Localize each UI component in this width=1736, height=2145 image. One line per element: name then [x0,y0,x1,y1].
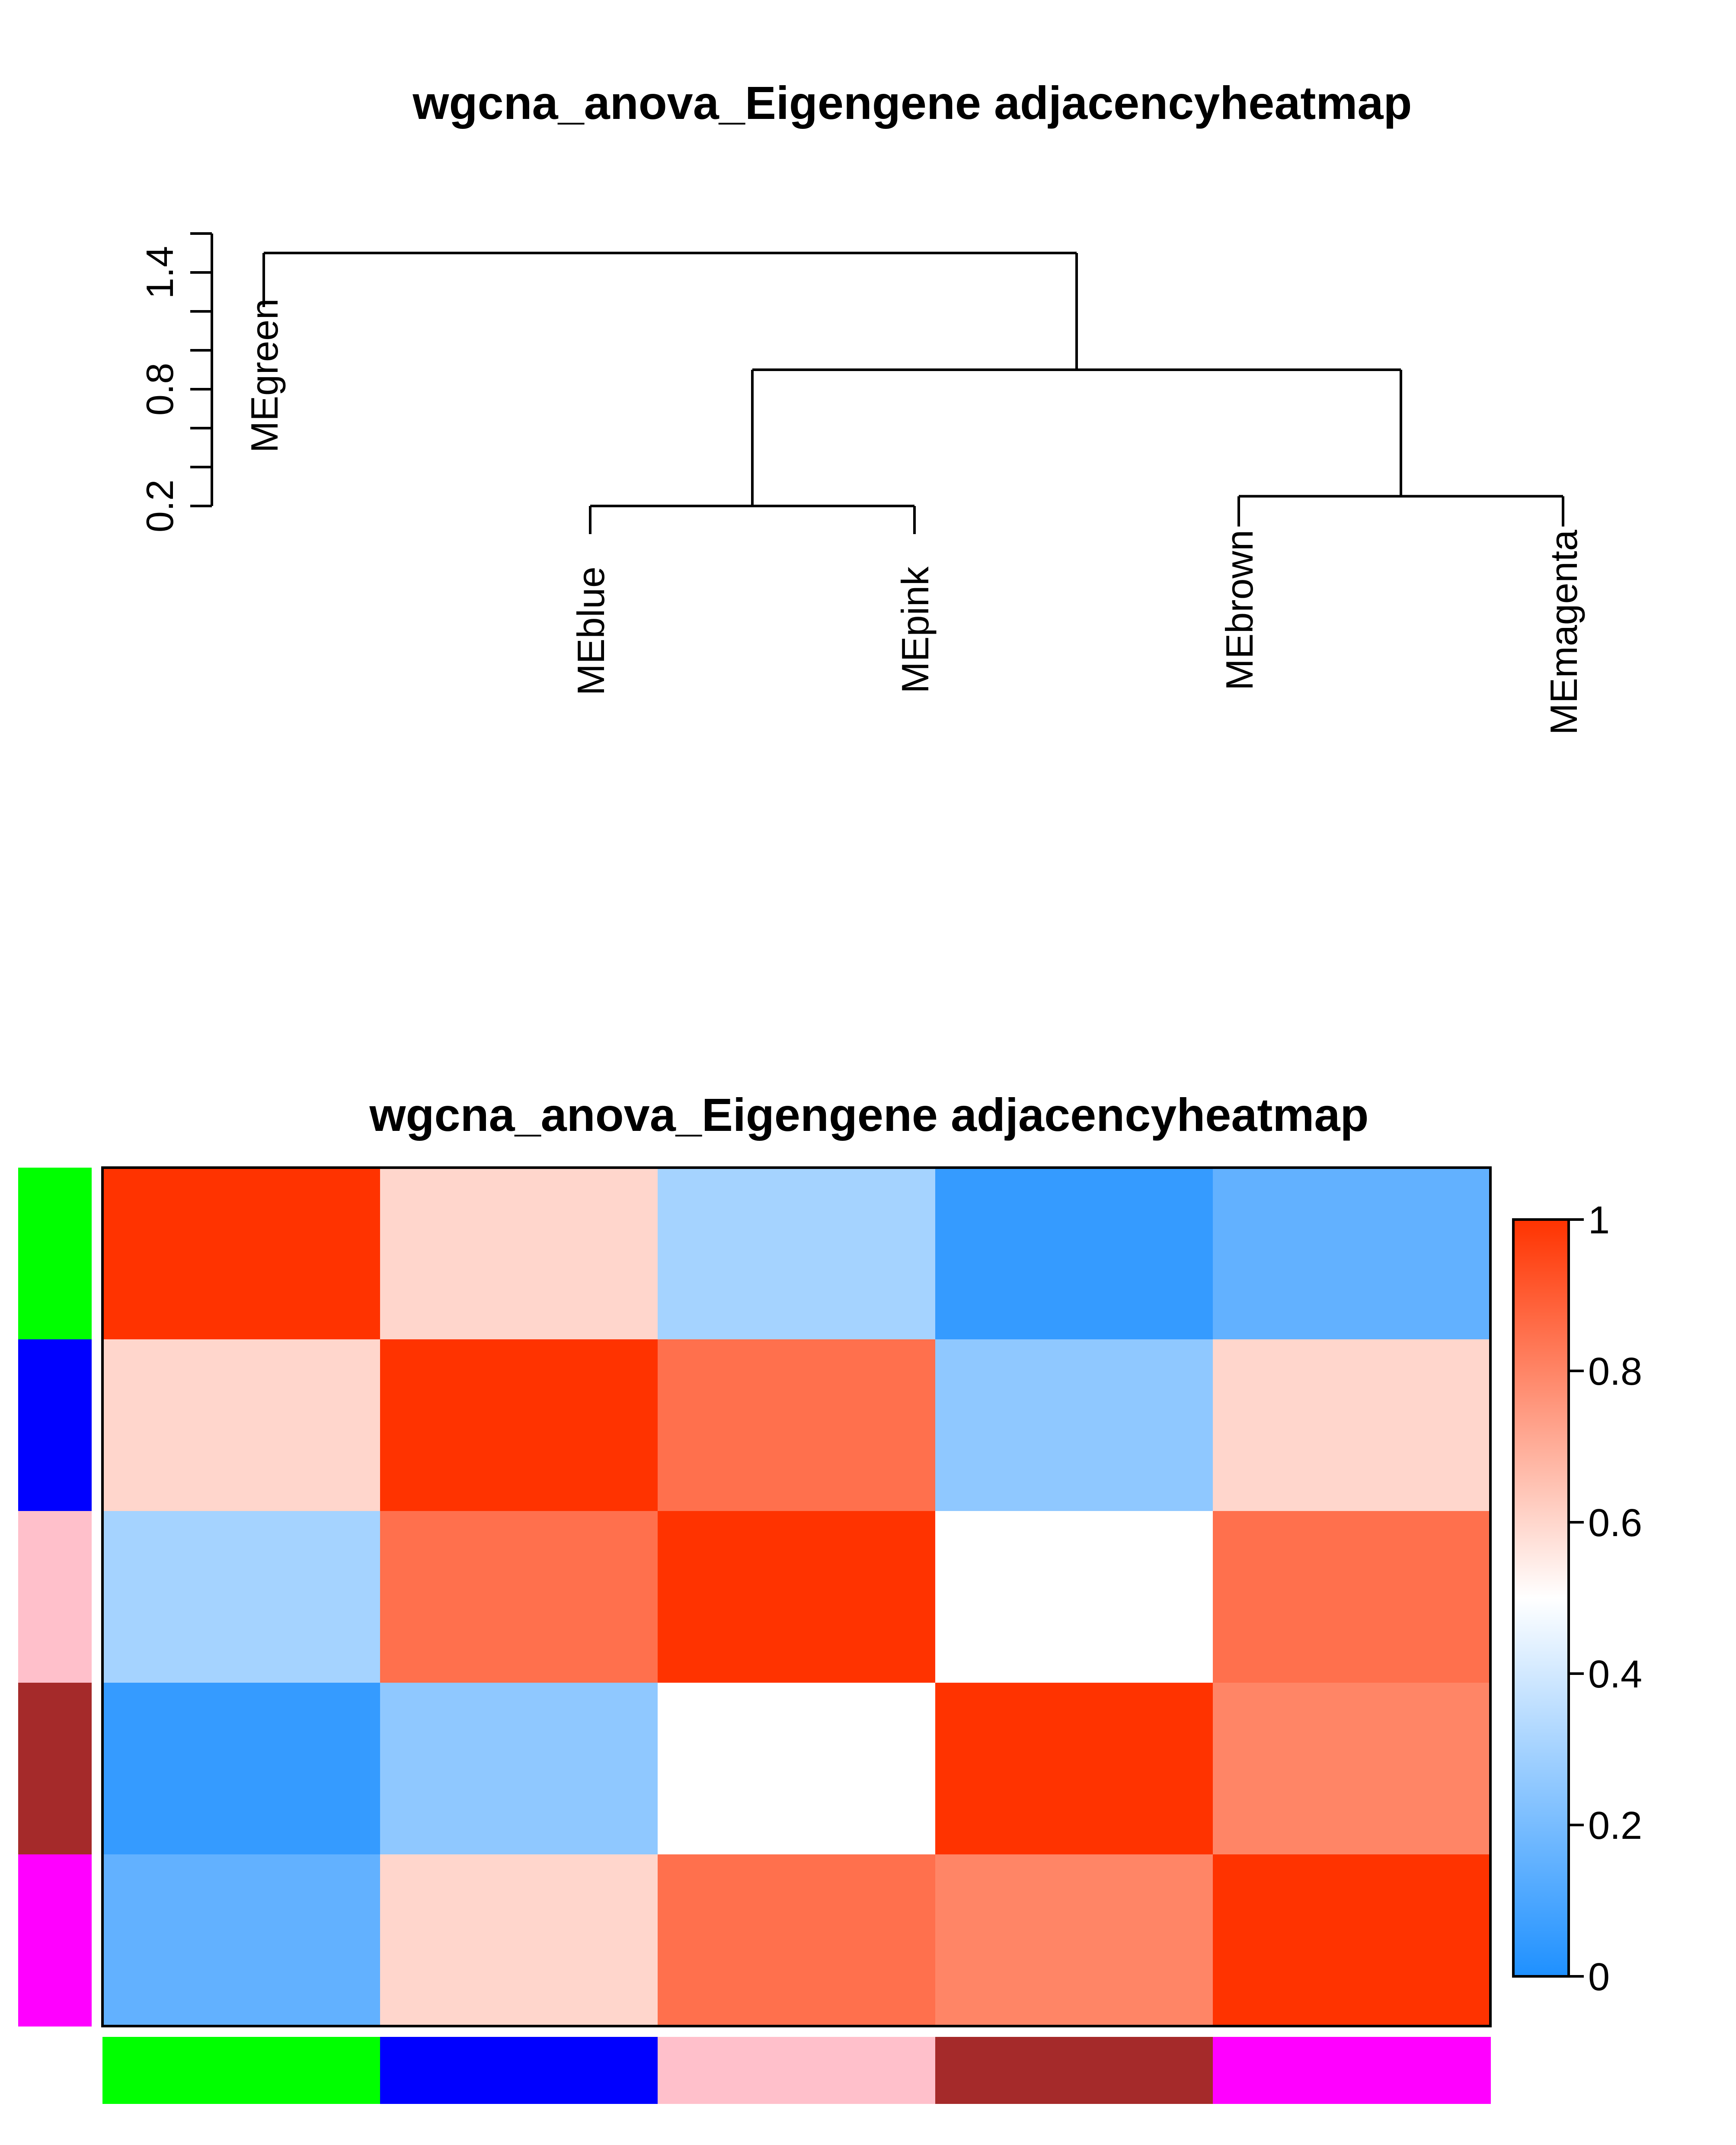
row-color-swatch [18,1168,92,1340]
colorbar-border [1512,1218,1570,1978]
heatmap-cell [935,1854,1213,2027]
heatmap-cell [102,1339,380,1511]
heatmap-cell [380,1683,658,1855]
colorbar-tick-label: 0.6 [1588,1502,1642,1545]
leaf-label: MEgreen [243,298,286,453]
heatmap-cell [102,1683,380,1855]
column-color-swatch [1213,2037,1491,2104]
colorbar-tick-label: 0.2 [1588,1804,1642,1847]
leaf-label: MEbrown [1218,530,1261,691]
leaf-label: MEmagenta [1542,530,1585,735]
heatmap-cell [1213,1168,1491,1340]
column-color-swatch [658,2037,936,2104]
dendrogram-y-axis: 0.2 0.8 1.4 [138,232,213,532]
colorbar-tick-label: 0.8 [1588,1350,1642,1393]
heatmap-plot: wgcna_anova_Eigengene adjacencyheatmap 0… [18,1089,1642,2104]
heatmap-cell [658,1339,936,1511]
colorbar-tick-label: 0.4 [1588,1653,1642,1696]
colorbar [1513,1220,1569,1976]
colorbar-tick-label: 1 [1588,1199,1610,1242]
heatmap-cells [102,1168,1491,2027]
row-color-swatch [18,1854,92,2027]
heatmap-cell [1213,1683,1491,1855]
dendrogram-leaf-labels: MEgreen MEblue MEpink MEbrown MEmagenta [243,298,1585,735]
heatmap-cell [935,1339,1213,1511]
column-color-swatch [935,2037,1213,2104]
colorbar-ticks: 0 0.2 0.4 0.6 0.8 1 [1569,1199,1642,1999]
heatmap-cell [380,1339,658,1511]
dendrogram-links [262,252,1564,534]
heatmap-border [101,1166,1492,2027]
heatmap-cell [380,1168,658,1340]
heatmap-title: wgcna_anova_Eigengene adjacencyheatmap [369,1089,1369,1141]
row-color-swatch [18,1683,92,1855]
row-color-swatch [18,1511,92,1683]
y-tick-label: 0.2 [138,480,181,532]
heatmap-cell [935,1511,1213,1683]
colorbar-tick-label: 0 [1588,1956,1610,1999]
heatmap-cell [380,1511,658,1683]
heatmap-cell [658,1854,936,2027]
heatmap-cell [935,1683,1213,1855]
heatmap-cell [1213,1339,1491,1511]
dendrogram-plot: wgcna_anova_Eigengene adjacencyheatmap 0… [138,77,1585,735]
heatmap-cell [658,1168,936,1340]
leaf-label: MEpink [894,566,937,693]
heatmap-cell [658,1511,936,1683]
heatmap-cell [102,1854,380,2027]
column-color-swatch [380,2037,658,2104]
y-tick-label: 1.4 [138,246,181,299]
column-color-swatch [102,2037,380,2104]
dendrogram-title: wgcna_anova_Eigengene adjacencyheatmap [412,77,1412,129]
heatmap-cell [102,1511,380,1683]
heatmap-cell [380,1854,658,2027]
heatmap-cell [1213,1511,1491,1683]
row-color-swatch [18,1339,92,1511]
heatmap-cell [658,1683,936,1855]
heatmap-cell [935,1168,1213,1340]
y-tick-label: 0.8 [138,363,181,416]
leaf-label: MEblue [569,567,612,695]
heatmap-cell [102,1168,380,1340]
heatmap-cell [1213,1854,1491,2027]
column-color-bar [102,2037,1491,2104]
row-color-bar [18,1168,92,2027]
